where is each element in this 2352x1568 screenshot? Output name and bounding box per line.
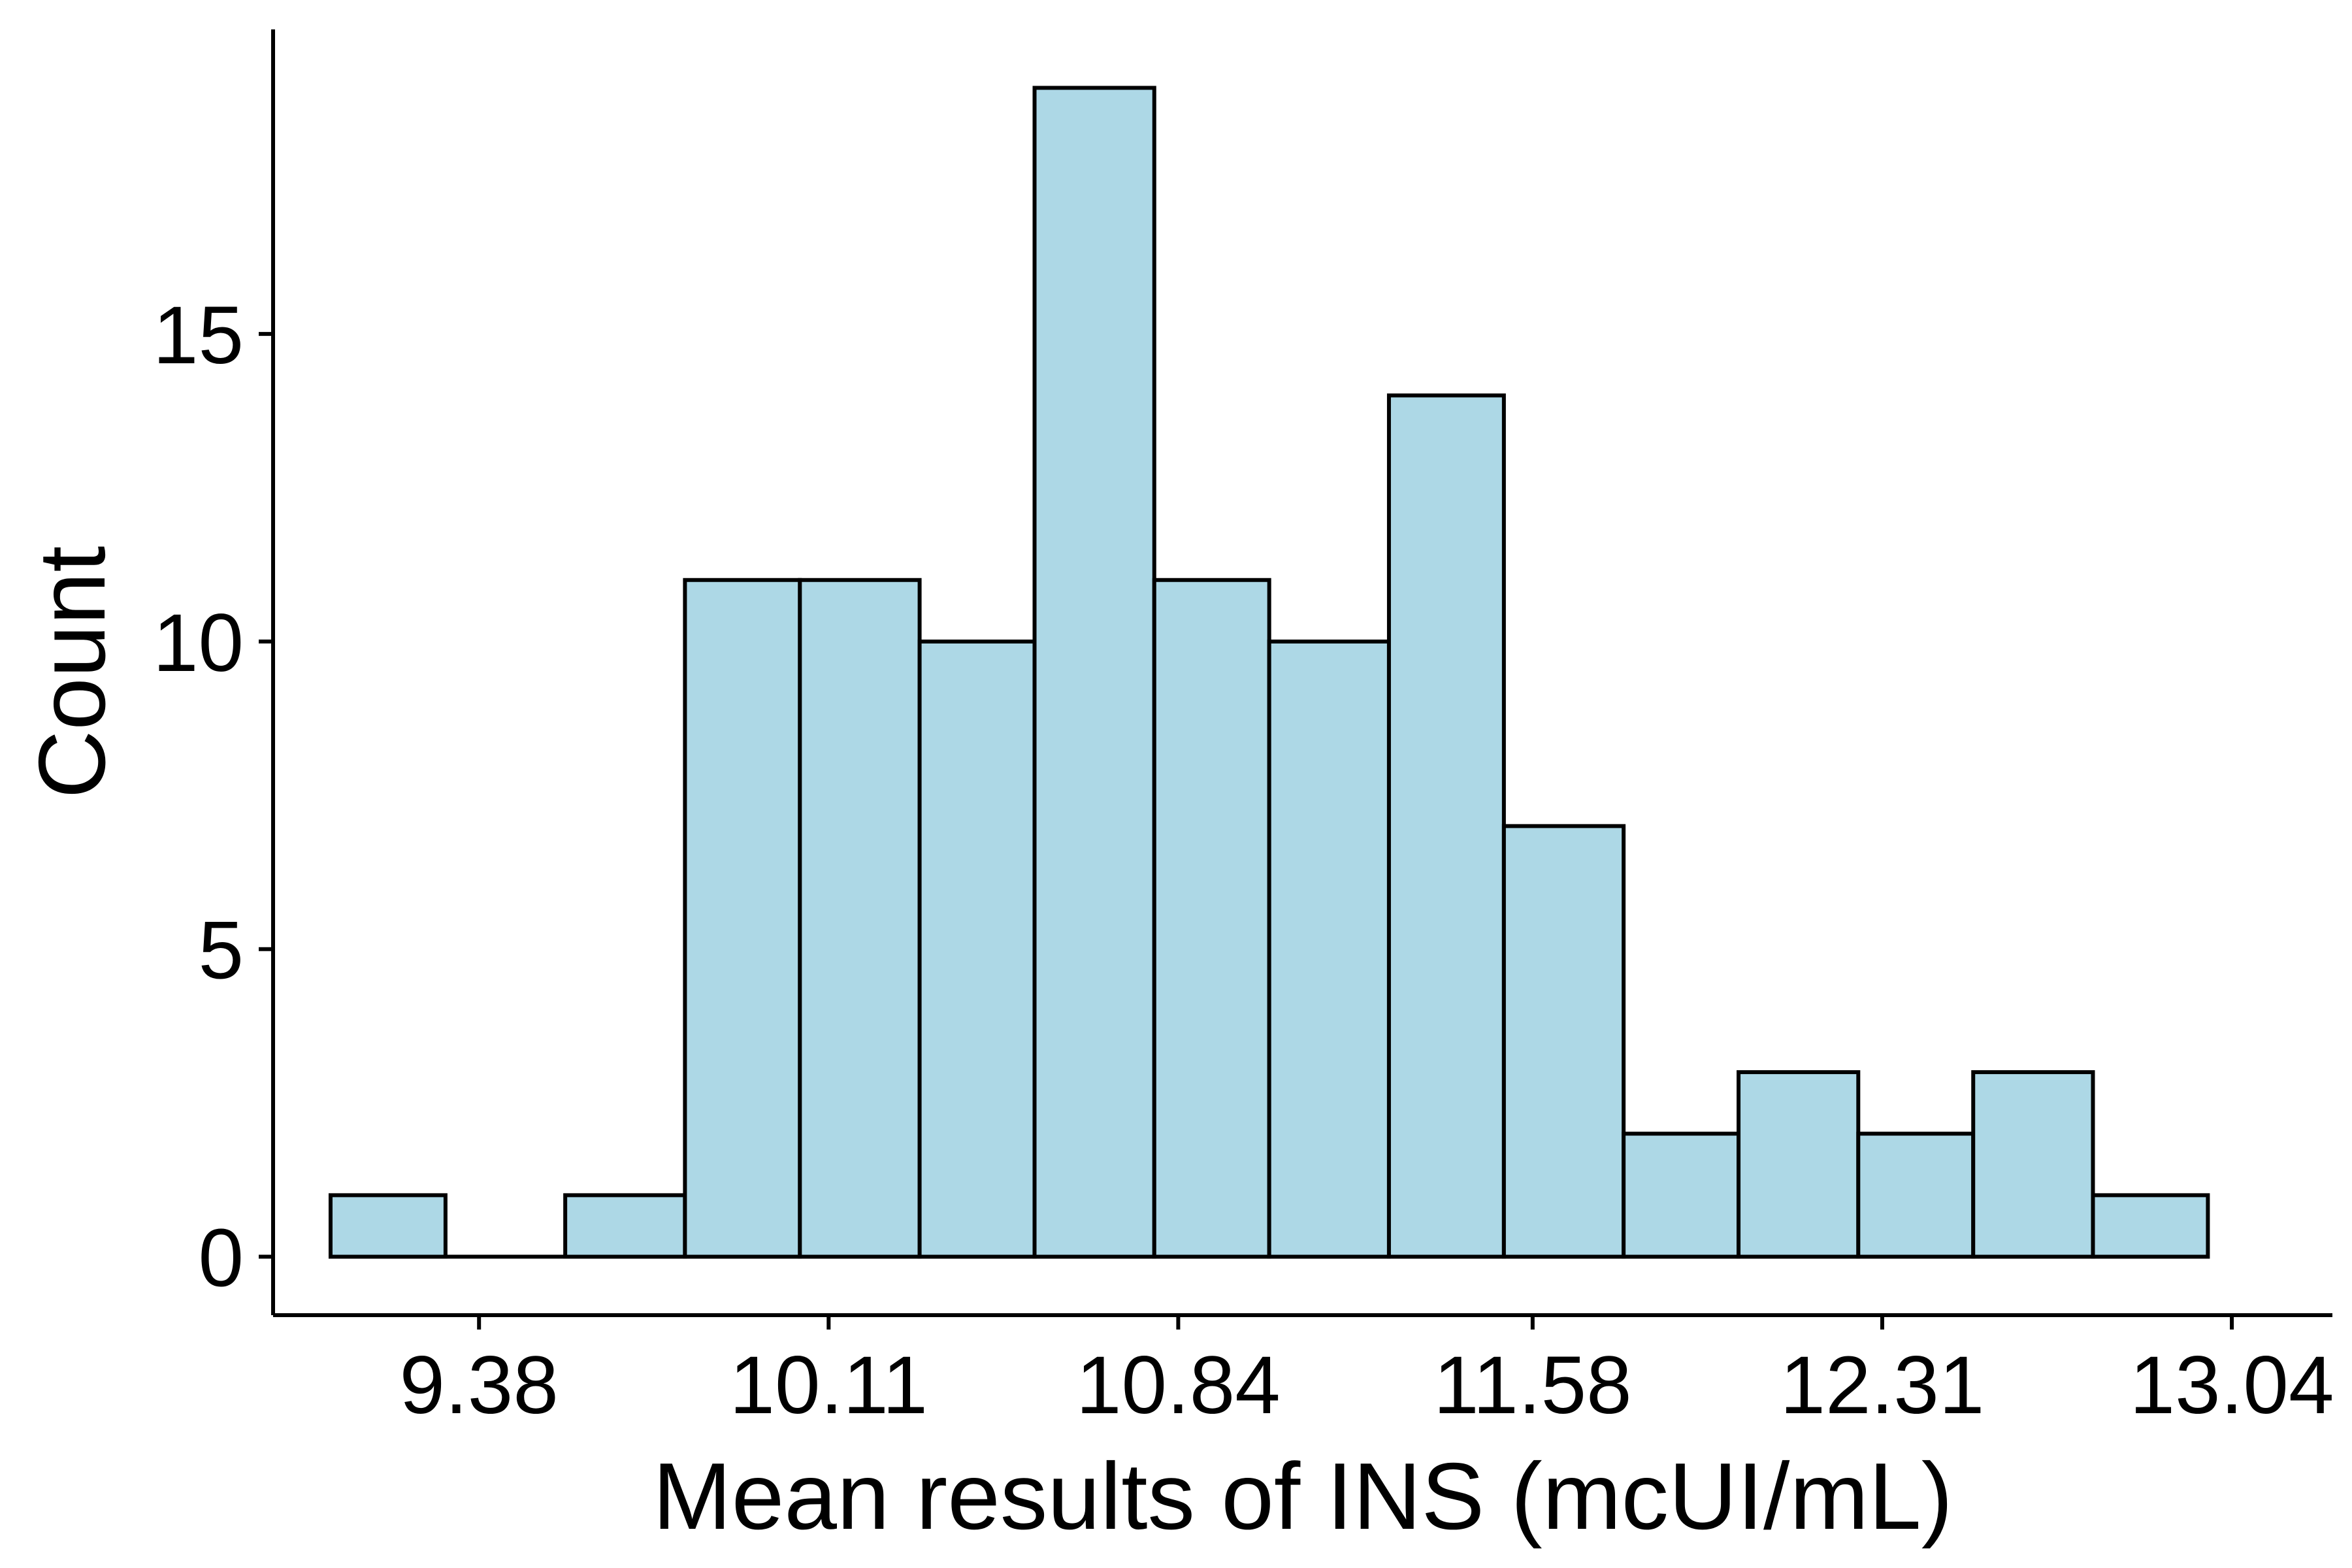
y-tick-label: 15 [153, 290, 244, 381]
histogram-bar [917, 639, 1037, 1259]
x-axis-ticks: 9.38 10.11 10.84 11.58 12.31 13.04 [400, 1315, 2334, 1431]
histogram-bar [1386, 393, 1506, 1259]
bars-group [328, 86, 2210, 1259]
x-tick-label: 10.11 [730, 1340, 928, 1431]
y-axis-title: Count [19, 546, 125, 799]
x-tick-label: 11.58 [1433, 1340, 1632, 1431]
histogram-bar [1267, 639, 1391, 1259]
y-axis-ticks: 0 5 10 15 [153, 290, 273, 1304]
histogram-bar [1856, 1132, 1976, 1259]
x-axis-title: Mean results of INS (mcUI/mL) [653, 1443, 1953, 1549]
histogram-bar [1737, 1070, 1861, 1259]
x-tick-label: 12.31 [1780, 1340, 1985, 1431]
histogram-bar [1032, 86, 1156, 1259]
x-tick-label: 13.04 [2130, 1340, 2334, 1431]
y-tick-label: 10 [153, 598, 244, 689]
histogram-bar [683, 578, 802, 1259]
histogram-bar [1152, 578, 1271, 1259]
y-tick-label: 5 [198, 906, 244, 996]
histogram-bar [1622, 1132, 1741, 1259]
x-tick-label: 10.84 [1076, 1340, 1281, 1431]
y-tick-label: 0 [198, 1213, 244, 1304]
histogram-bar [798, 578, 922, 1259]
histogram-bar [2091, 1193, 2210, 1259]
histogram-bar [563, 1193, 687, 1259]
x-tick-label: 9.38 [400, 1340, 559, 1431]
histogram-bar [1971, 1070, 2095, 1259]
histogram-bar [1501, 824, 1626, 1259]
histogram-bar [328, 1193, 448, 1259]
